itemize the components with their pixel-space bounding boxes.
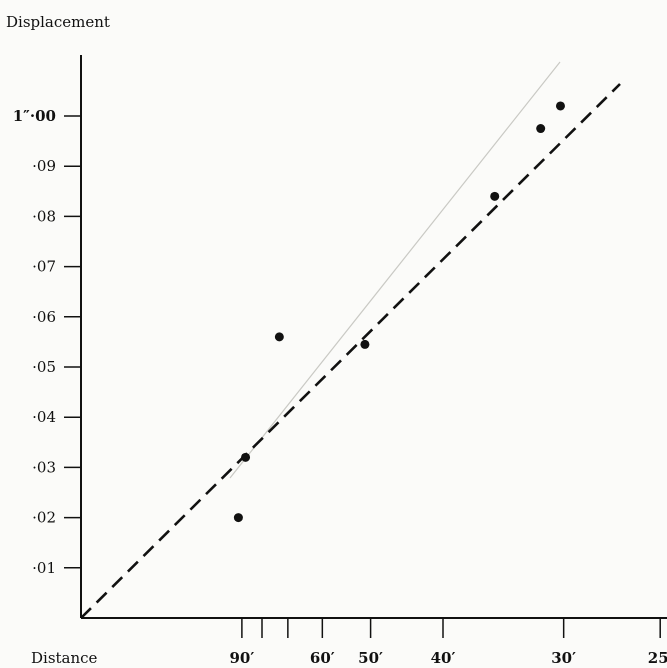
- y-axis-title: Displacement: [6, 13, 110, 31]
- y-tick-label: ·09: [32, 157, 56, 175]
- fitted-line: [229, 61, 561, 479]
- reference-line-group: [80, 61, 621, 619]
- data-points: [233, 101, 565, 523]
- dashed-reference-line: [80, 83, 621, 619]
- x-tick-label: 50′: [358, 649, 383, 667]
- data-point: [274, 332, 284, 342]
- y-tick-label: ·08: [32, 207, 56, 225]
- data-point: [233, 513, 243, 523]
- y-tick-label: 1″·00: [13, 107, 56, 125]
- x-ticks: 90′ 60′ 50′ 40′ 30′ 25′: [229, 618, 667, 667]
- y-tick-label: ·05: [32, 358, 56, 376]
- y-tick-label: ·02: [32, 509, 56, 527]
- x-tick-label: 40′: [431, 649, 456, 667]
- y-tick-label: ·07: [32, 258, 56, 276]
- y-tick-label: ·01: [32, 559, 56, 577]
- data-point: [241, 452, 251, 462]
- y-tick-label: ·06: [32, 308, 56, 326]
- x-axis-title: Distance: [31, 649, 98, 667]
- data-point: [555, 101, 565, 111]
- data-point: [536, 124, 546, 134]
- x-tick-label: 90′: [229, 649, 254, 667]
- y-tick-label: ·03: [32, 458, 56, 476]
- data-point: [490, 191, 500, 201]
- x-tick-label: 25′: [648, 649, 667, 667]
- y-ticks: ·01 ·02 ·03 ·04 ·05 ·06 ·07 ·08 ·09 1″·00: [13, 107, 81, 577]
- x-tick-label: 60′: [310, 649, 335, 667]
- x-tick-label: 30′: [551, 649, 576, 667]
- data-point: [360, 339, 370, 349]
- y-tick-label: ·04: [32, 408, 56, 426]
